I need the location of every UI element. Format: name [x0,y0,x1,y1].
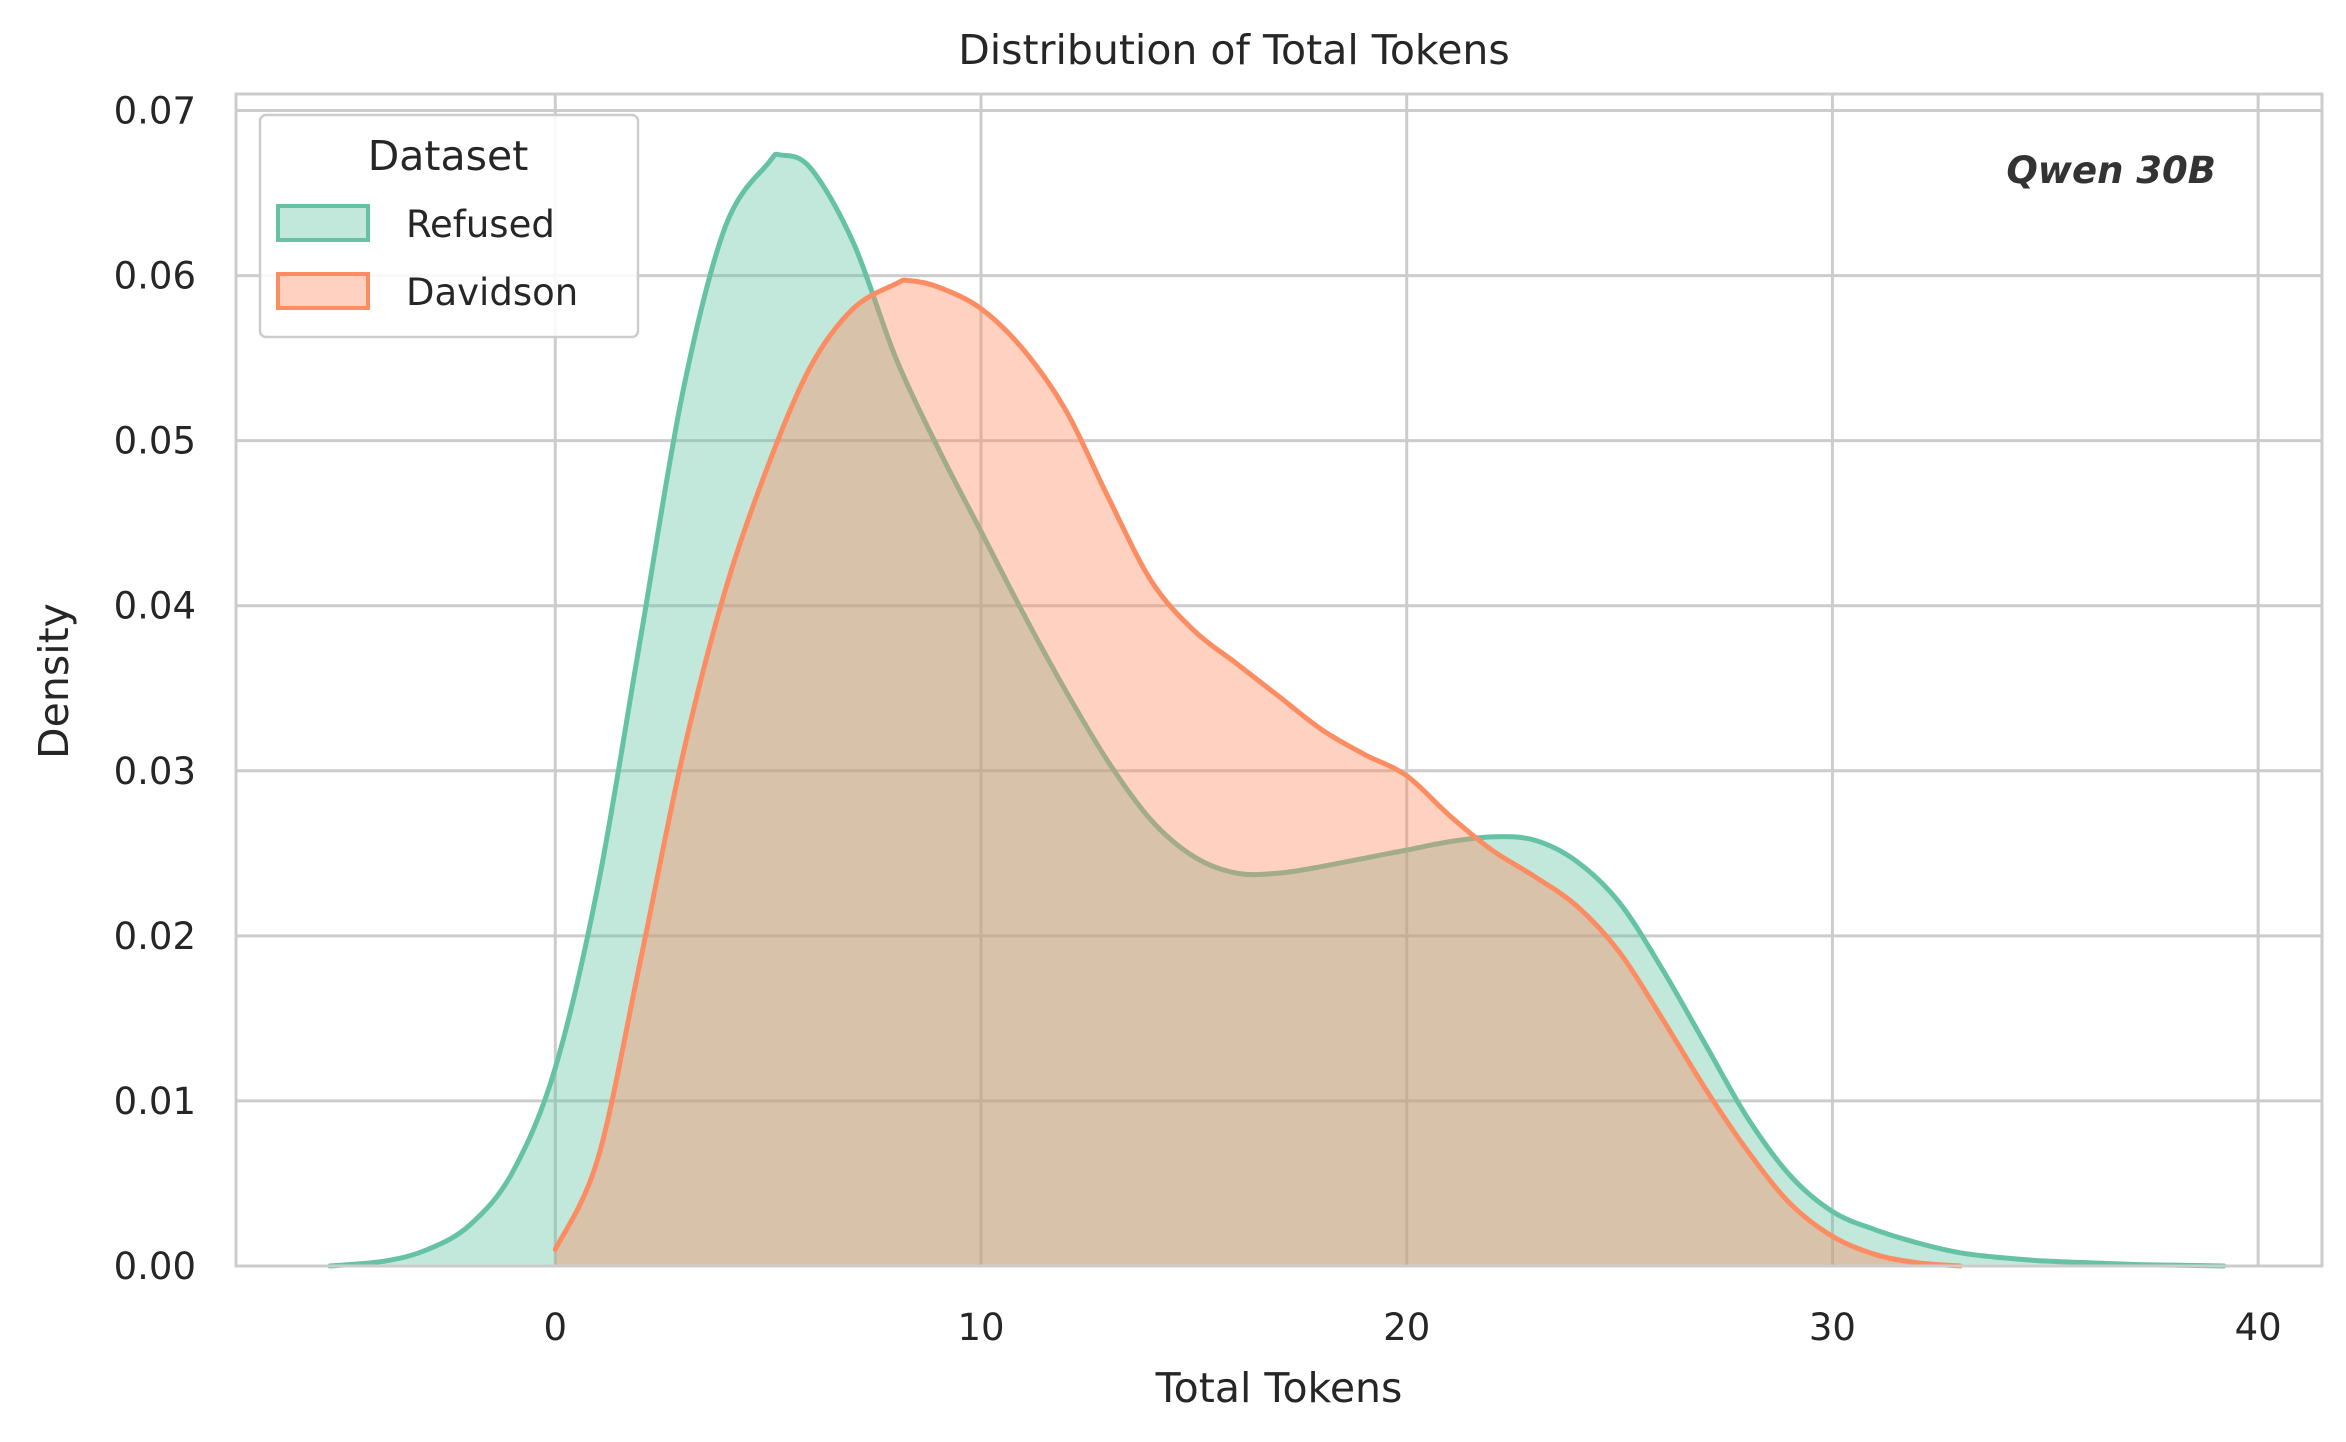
chart-title: Distribution of Total Tokens [958,26,1510,74]
y-tick-label: 0.06 [114,255,196,298]
density-areas [327,151,2227,1269]
y-tick-label: 0.00 [114,1245,196,1288]
y-axis-title: Density [30,603,78,759]
y-tick-label: 0.07 [114,90,196,133]
x-tick-label: 0 [544,1306,568,1349]
legend-box [258,113,640,339]
y-tick-label: 0.03 [114,750,196,793]
x-axis-title: Total Tokens [1155,1364,1403,1412]
y-tick-label: 0.01 [114,1080,196,1123]
y-tick-labels: 0.00 0.01 0.02 0.03 0.04 0.05 0.06 0.07 [114,90,196,1288]
density-fill-davidson [555,280,1961,1266]
y-tick-label: 0.05 [114,420,196,463]
y-tick-label: 0.04 [114,585,196,628]
x-tick-label: 30 [1809,1306,1856,1349]
x-tick-labels: 0 10 20 30 40 [544,1306,2282,1349]
legend-swatch-refused [276,204,370,242]
x-tick-label: 20 [1383,1306,1430,1349]
plot-frame [234,92,2324,1268]
legend: Dataset Refused Davidson [258,113,640,339]
x-tick-label: 10 [957,1306,1004,1349]
x-tick-label: 40 [2235,1306,2282,1349]
density-line-refused [327,151,2227,1269]
model-annotation: Qwen 30B [2006,149,2216,192]
density-fill-refused [329,154,2225,1267]
legend-title: Dataset [368,132,529,180]
y-tick-label: 0.02 [114,915,196,958]
legend-label-davidson: Davidson [406,271,578,314]
legend-swatch-davidson [276,272,370,310]
legend-label-refused: Refused [406,203,555,246]
density-line-davidson [552,277,1963,1269]
